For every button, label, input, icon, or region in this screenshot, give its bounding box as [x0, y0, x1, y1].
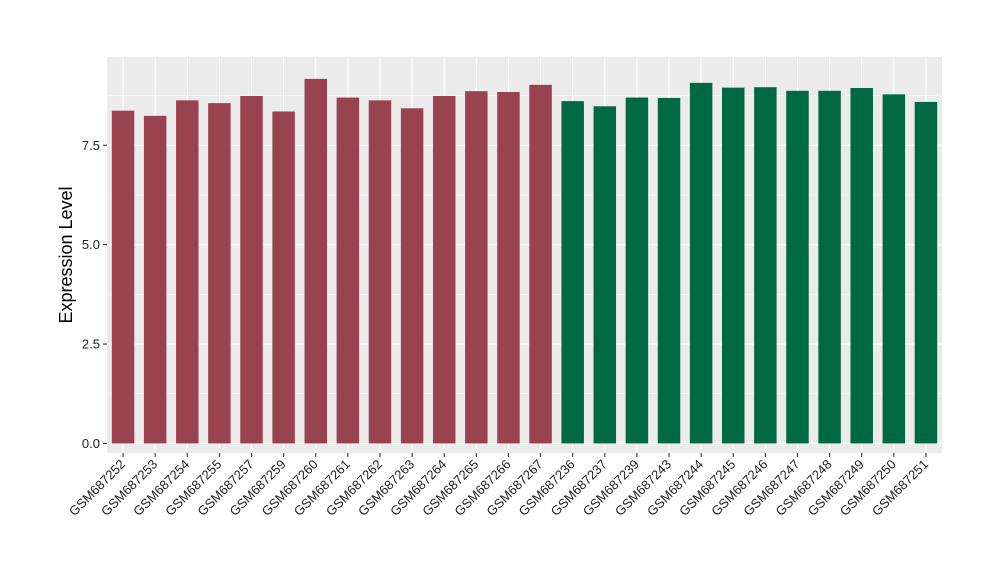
- y-axis: 0.0 2.5 5.0 7.5: [82, 138, 107, 451]
- bar-gsm687245: [722, 87, 745, 444]
- bar-gsm687265: [465, 91, 488, 444]
- bar-gsm687266: [497, 91, 520, 444]
- bar-gsm687251: [914, 101, 938, 444]
- y-tick-label: 5.0: [82, 237, 100, 252]
- bar-gsm687261: [336, 97, 360, 444]
- bar-gsm687239: [625, 97, 649, 444]
- bar-gsm687249: [850, 88, 873, 444]
- bar-gsm687248: [818, 90, 841, 444]
- bar-gsm687243: [657, 97, 681, 444]
- bar-gsm687236: [561, 101, 584, 444]
- bar-gsm687247: [786, 90, 809, 444]
- bar-gsm687255: [208, 103, 231, 444]
- y-tick-label: 7.5: [82, 138, 100, 153]
- bar-gsm687253: [143, 115, 167, 444]
- bars: [111, 78, 938, 444]
- bar-gsm687257: [240, 95, 263, 444]
- bar-gsm687259: [272, 111, 295, 444]
- x-axis: GSM687252GSM687253GSM687254GSM687255GSM6…: [66, 453, 931, 519]
- bar-gsm687267: [529, 84, 552, 444]
- y-tick-label: 2.5: [82, 337, 100, 352]
- bar-gsm687263: [400, 108, 424, 444]
- bar-gsm687254: [176, 100, 199, 444]
- bar-gsm687244: [689, 82, 713, 444]
- bar-gsm687250: [882, 94, 906, 444]
- y-tick-label: 0.0: [82, 436, 100, 451]
- bar-gsm687246: [754, 87, 777, 444]
- bar-gsm687264: [432, 95, 456, 444]
- bar-gsm687260: [304, 78, 327, 444]
- bar-gsm687237: [593, 106, 617, 444]
- bar-gsm687252: [111, 110, 135, 444]
- y-axis-title: Expression Level: [56, 186, 76, 323]
- bar-gsm687262: [368, 100, 392, 444]
